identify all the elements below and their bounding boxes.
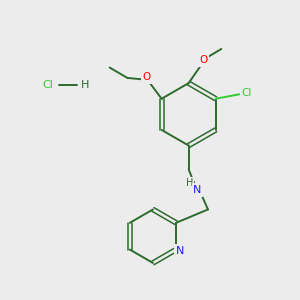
Text: H: H [185,178,193,188]
Text: Cl: Cl [42,80,53,90]
Text: O: O [200,55,208,65]
Text: H: H [80,80,89,90]
Text: N: N [194,185,202,195]
Text: N: N [176,246,184,256]
Text: O: O [142,72,151,82]
Text: Cl: Cl [242,88,252,98]
